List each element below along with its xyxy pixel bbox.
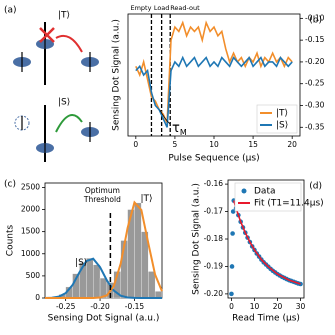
transition-arrow: [55, 113, 83, 133]
x-tick-label: -0.20: [90, 302, 110, 311]
y-tick-label: 0: [35, 293, 40, 302]
threshold-label: Optimum: [85, 186, 120, 195]
histogram-bar: [134, 202, 142, 299]
y-tick-label: -0.35: [305, 122, 325, 131]
diagram-a: (a) |T⟩ |S⟩: [4, 6, 99, 162]
y-tick-label: 500: [26, 271, 41, 280]
x-tick-label: 15: [248, 140, 258, 149]
data-point: [229, 291, 234, 297]
state-label: |S⟩: [75, 258, 87, 268]
legend-box: [256, 104, 298, 134]
y-axis-title: Counts: [6, 224, 16, 256]
phase-label: Empty: [130, 4, 151, 12]
x-axis-title: Read Time (μs): [232, 314, 300, 324]
annotation: τM: [172, 121, 187, 137]
x-tick-label: -0.15: [125, 302, 145, 311]
transition-arrow: [55, 34, 83, 53]
y-tick-label: 2000: [21, 205, 40, 214]
state-label: |T⟩: [58, 11, 70, 21]
panel-label: (d): [309, 182, 322, 192]
histogram-bar: [86, 258, 94, 299]
y-tick-label: -0.10: [305, 13, 325, 22]
threshold-label: Threshold: [83, 195, 121, 204]
legend-label: Fit (T1=11.4μs): [254, 199, 324, 209]
y-tick-label: -0.17: [204, 207, 224, 216]
x-tick-label: 5: [173, 140, 178, 149]
x-tick-label: 10: [209, 140, 219, 149]
legend-box: [234, 182, 302, 212]
state-label: |T⟩: [140, 194, 152, 204]
data-point: [230, 231, 235, 236]
y-tick-label: -0.19: [204, 261, 224, 270]
x-tick-label: 20: [287, 140, 297, 149]
y-tick-label: 1500: [21, 227, 40, 236]
histogram-bar: [148, 271, 156, 299]
series-line: [135, 55, 293, 128]
fit-curve: [45, 200, 163, 299]
x-tick-label: -0.25: [56, 302, 76, 311]
panel: 0 5 10 15 20 -0.35 -0.30 -0.25 -0.20 -0.15 -0.10 Pu…: [112, 4, 325, 164]
x-tick-label: 0: [133, 140, 138, 149]
y-tick-label: -0.30: [305, 101, 325, 110]
panel-label: (b): [309, 16, 322, 26]
fit-line: [232, 200, 301, 285]
phase-label: Read-out: [170, 4, 200, 12]
y-tick-label: -0.25: [305, 79, 325, 88]
y-axis-title: Sensing Dot Signal (a.u.): [112, 19, 122, 131]
annotation-symbol: τ: [172, 121, 180, 136]
x-axis-title: Pulse Sequence (μs): [168, 154, 259, 164]
panel-label: (c): [4, 180, 16, 190]
y-tick-label: 2500: [21, 182, 40, 191]
legend-label: Data: [254, 187, 276, 197]
histogram-bar: [93, 264, 101, 299]
x-tick-label: 30: [296, 302, 306, 311]
y-tick-label: 1000: [21, 249, 40, 258]
legend-label: |S⟩: [276, 121, 288, 131]
legend-swatch: [241, 188, 247, 194]
data-point: [230, 209, 236, 214]
data-point: [229, 264, 235, 269]
fit-curve: [44, 257, 162, 299]
y-tick-label: -0.16: [204, 179, 224, 188]
y-axis-title: Sensing Dot Signal (a.u.): [192, 183, 202, 295]
x-tick-label: 10: [250, 302, 260, 311]
y-tick-label: -0.20: [204, 289, 224, 298]
x-tick-label: 20: [273, 302, 283, 311]
y-tick-label: -0.18: [204, 234, 224, 243]
x-tick-label: 0: [229, 302, 234, 311]
legend-label: |T⟩: [276, 109, 288, 119]
panel-label: (a): [4, 6, 17, 16]
annotation-subscript: M: [180, 128, 187, 137]
x-axis-title: Sensing Dot Signal (a.u.): [48, 314, 160, 324]
phase-label: Load: [154, 4, 170, 12]
state-label: |S⟩: [58, 98, 70, 108]
blocked-mark: [39, 27, 55, 43]
panel: 0 10 20 30 -0.20 -0.19 -0.18 -0.17 -0.16 Read Tim…: [192, 179, 324, 323]
y-tick-label: -0.20: [305, 57, 325, 66]
y-tick-label: -0.15: [305, 35, 325, 44]
annotation-arrow: [159, 109, 171, 125]
panel: -0.25 -0.20 -0.15 0 500 1000 1500 2000 2500 Sensi…: [4, 180, 163, 324]
